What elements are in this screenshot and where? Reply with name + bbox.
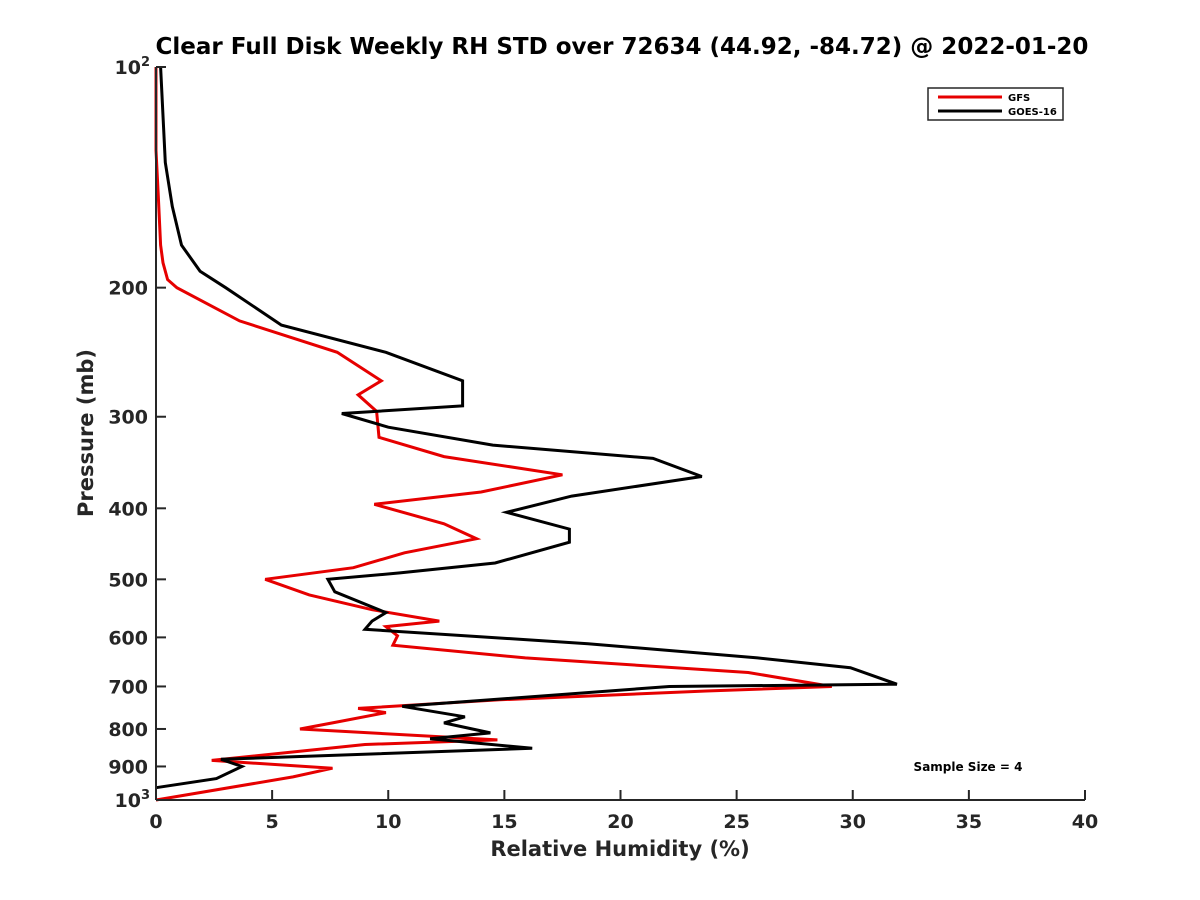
- y-tick-label: 600: [108, 627, 148, 649]
- chart-title: Clear Full Disk Weekly RH STD over 72634…: [156, 34, 1089, 60]
- y-tick-label: 400: [108, 498, 148, 520]
- sample-size-annotation: Sample Size = 4: [914, 760, 1023, 774]
- x-tick-label: 40: [1072, 811, 1098, 833]
- y-tick-label: 900: [108, 756, 148, 778]
- y-tick-label: 500: [108, 569, 148, 591]
- x-axis-label: Relative Humidity (%): [490, 837, 749, 861]
- x-tick-label: 0: [149, 811, 162, 833]
- x-tick-label: 5: [266, 811, 279, 833]
- legend-label-goes16: GOES-16: [1008, 107, 1057, 118]
- series-line-gfs: [154, 67, 833, 802]
- y-tick-label: 800: [108, 719, 148, 741]
- series-layer: [154, 66, 898, 802]
- y-axis-label: Pressure (mb): [74, 349, 98, 517]
- y-tick-label: 700: [108, 676, 148, 698]
- x-tick-label: 35: [956, 811, 982, 833]
- y-ticks: 102 200 300 400 500 600 700 800 900 103: [108, 55, 166, 812]
- series-line-goes16: [155, 66, 898, 790]
- y-tick-label: 200: [108, 278, 148, 300]
- legend: GFS GOES-16: [927, 87, 1064, 121]
- x-tick-label: 20: [607, 811, 633, 833]
- y-tick-label: 102: [115, 55, 151, 79]
- y-tick-label: 103: [115, 788, 151, 812]
- x-ticks: 0 5 10 15 20 25 30 35 40: [149, 790, 1098, 833]
- x-tick-label: 15: [491, 811, 517, 833]
- x-tick-label: 25: [723, 811, 749, 833]
- y-tick-label: 300: [108, 407, 148, 429]
- x-tick-label: 10: [375, 811, 401, 833]
- legend-label-gfs: GFS: [1008, 93, 1030, 104]
- x-tick-label: 30: [840, 811, 866, 833]
- legend-box: [927, 87, 1064, 121]
